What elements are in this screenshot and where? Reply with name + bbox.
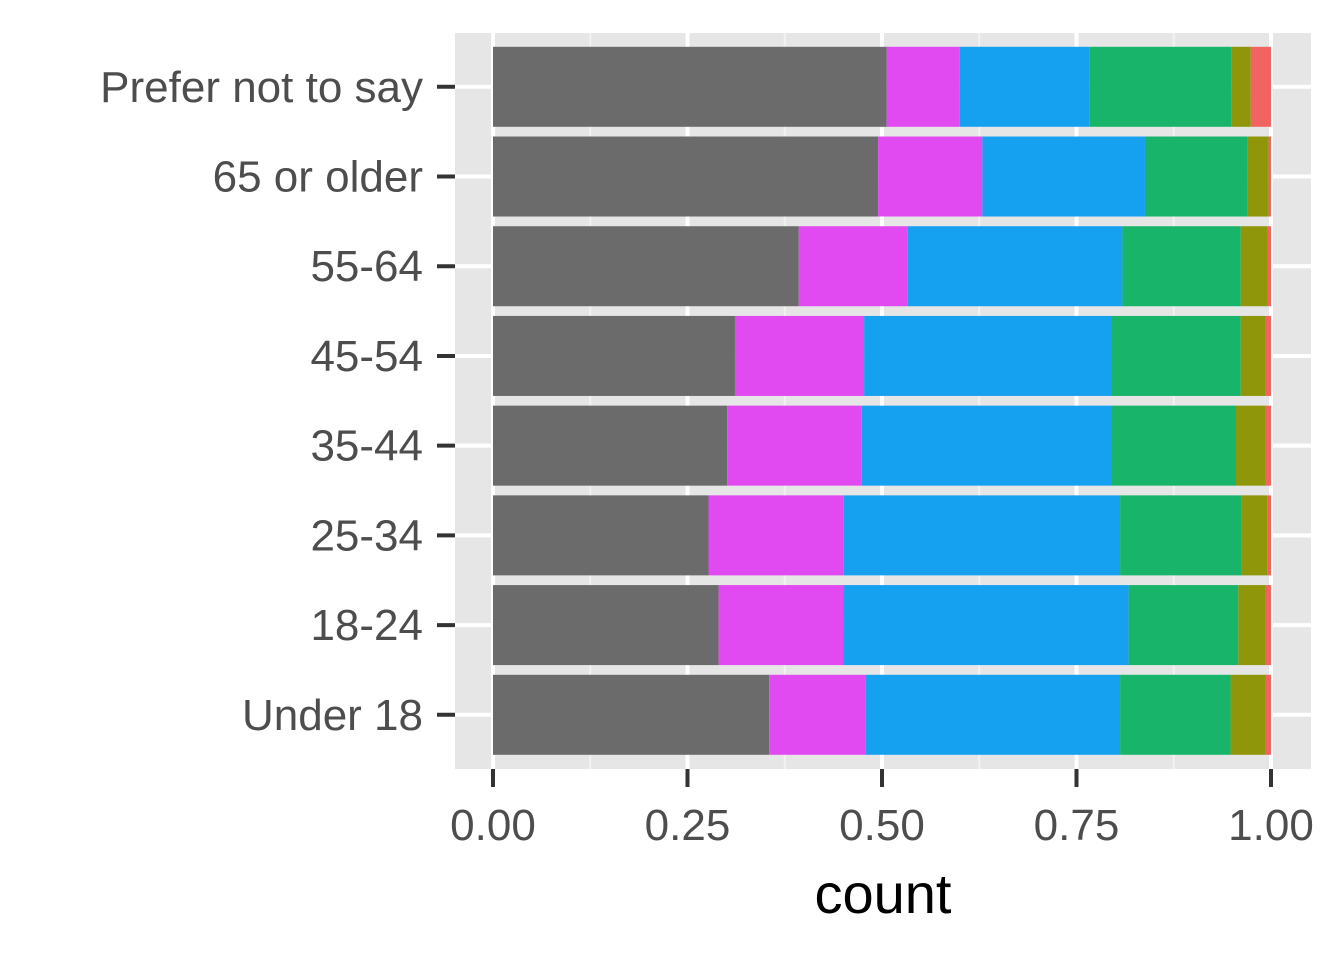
y-tick-label: 25-34 xyxy=(310,511,423,560)
bar-segment xyxy=(1230,674,1266,755)
bar-segment xyxy=(493,585,719,666)
bar-segment xyxy=(493,136,879,217)
y-axis: Under 18 18-24 25-34 35-44 45-54 55-64 65 or o… xyxy=(100,63,455,740)
bar-segment xyxy=(843,495,1121,576)
x-tick-label: 1.00 xyxy=(1228,801,1314,850)
bar-segment xyxy=(843,585,1129,666)
bar-segment xyxy=(1265,405,1271,486)
y-tick-label: 35-44 xyxy=(310,422,423,471)
x-tick-label: 0.75 xyxy=(1034,801,1120,850)
bar-segment xyxy=(865,674,1121,755)
bar-segment xyxy=(734,315,865,396)
x-axis-title: count xyxy=(815,862,952,925)
bar-segment xyxy=(1267,226,1271,307)
bar-segment xyxy=(1238,585,1266,666)
bar-segment xyxy=(1235,405,1266,486)
bar-segment xyxy=(1111,315,1241,396)
bar-segment xyxy=(708,495,844,576)
bar-segment xyxy=(1128,585,1239,666)
bar-segment xyxy=(1250,46,1271,127)
bar-segment xyxy=(1265,585,1271,666)
bar-segment xyxy=(1122,226,1241,307)
bar-segment xyxy=(769,674,866,755)
bar-segment xyxy=(1241,495,1268,576)
bar-segment xyxy=(1120,674,1231,755)
bar-segment xyxy=(727,405,862,486)
bar-segment xyxy=(1120,495,1242,576)
bar-segment xyxy=(982,136,1145,217)
y-tick-label: Prefer not to say xyxy=(100,63,423,112)
bar-segment xyxy=(1267,495,1271,576)
x-axis: 0.00 0.25 0.50 0.75 1.00 xyxy=(450,769,1314,850)
y-tick-label: 45-54 xyxy=(310,332,423,381)
bar-segment xyxy=(493,315,735,396)
bar-segment xyxy=(864,315,1112,396)
bar-segment xyxy=(1089,46,1232,127)
bar-segment xyxy=(1240,315,1266,396)
bar-segment xyxy=(907,226,1123,307)
y-tick-label: Under 18 xyxy=(242,691,423,740)
bar-segment xyxy=(1268,136,1271,217)
bar-segment xyxy=(1144,136,1248,217)
bar-segment xyxy=(878,136,983,217)
bar-segment xyxy=(861,405,1112,486)
bar-segment xyxy=(493,495,709,576)
y-tick-label: 18-24 xyxy=(310,601,423,650)
bar-segment xyxy=(798,226,908,307)
bar-segment xyxy=(493,405,728,486)
bar-segment xyxy=(493,674,770,755)
bar-segment xyxy=(959,46,1090,127)
bar-segment xyxy=(1231,46,1251,127)
bar-segment xyxy=(1265,674,1271,755)
bar-segment xyxy=(718,585,844,666)
bar-segment xyxy=(1111,405,1236,486)
bar-segment xyxy=(1265,315,1271,396)
bar-segment xyxy=(493,226,799,307)
y-tick-label: 65 or older xyxy=(213,153,423,202)
bars xyxy=(493,46,1271,755)
x-tick-label: 0.50 xyxy=(839,801,925,850)
x-tick-label: 0.00 xyxy=(450,801,536,850)
bar-segment xyxy=(1240,226,1268,307)
bar-segment xyxy=(886,46,960,127)
bar-segment xyxy=(1247,136,1269,217)
y-tick-label: 55-64 xyxy=(310,242,423,291)
x-tick-label: 0.25 xyxy=(645,801,731,850)
bar-segment xyxy=(493,46,887,127)
